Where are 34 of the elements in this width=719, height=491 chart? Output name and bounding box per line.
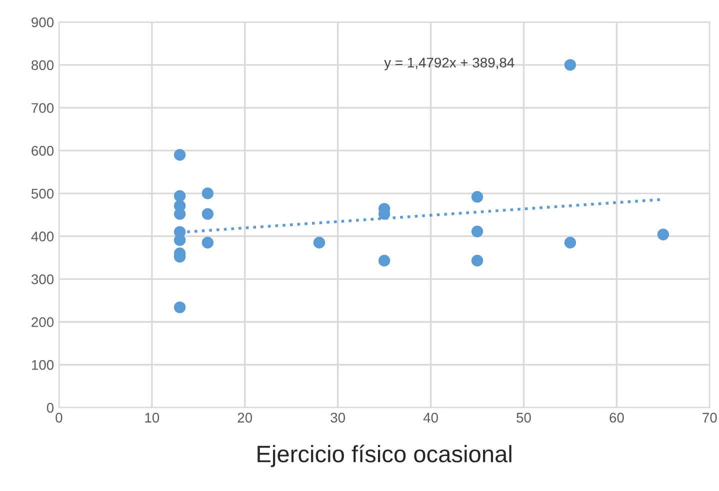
y-tick-label: 800 <box>32 60 54 70</box>
x-axis-title: Ejercicio físico ocasional <box>258 444 512 468</box>
point <box>657 228 670 240</box>
x-tick-label: 0 <box>56 412 62 423</box>
x-tick-label: 30 <box>330 412 346 423</box>
y-tick-label: 200 <box>32 317 54 328</box>
point <box>174 149 186 161</box>
point <box>564 59 576 71</box>
point <box>378 254 390 266</box>
point <box>174 301 186 314</box>
x-tick-label: 10 <box>145 412 160 423</box>
point <box>202 188 214 200</box>
x-tick-label: 20 <box>238 412 252 423</box>
x-tick-label: 50 <box>516 412 531 423</box>
y-tick-label: 900 <box>32 17 54 28</box>
point <box>313 236 326 248</box>
point <box>564 236 576 248</box>
point <box>174 190 186 202</box>
y-tick-label: 300 <box>31 274 54 284</box>
x-tick-label: 60 <box>610 412 624 423</box>
point <box>202 208 214 220</box>
point <box>471 226 484 238</box>
y-tick-label: 600 <box>32 146 54 156</box>
y-tick-label: 500 <box>31 188 54 199</box>
y-tick-label: 100 <box>32 360 54 370</box>
point <box>202 236 214 248</box>
point <box>471 190 484 203</box>
y-tick-label: 400 <box>31 232 54 242</box>
y-tick-label: 0 <box>46 402 54 413</box>
point <box>471 254 484 266</box>
y-tick-label: 700 <box>32 103 54 113</box>
x-tick-label: 70 <box>702 412 717 423</box>
x-tick-label: 40 <box>423 412 438 423</box>
annotation: y = 1,4792x + 389,84 <box>384 58 514 70</box>
